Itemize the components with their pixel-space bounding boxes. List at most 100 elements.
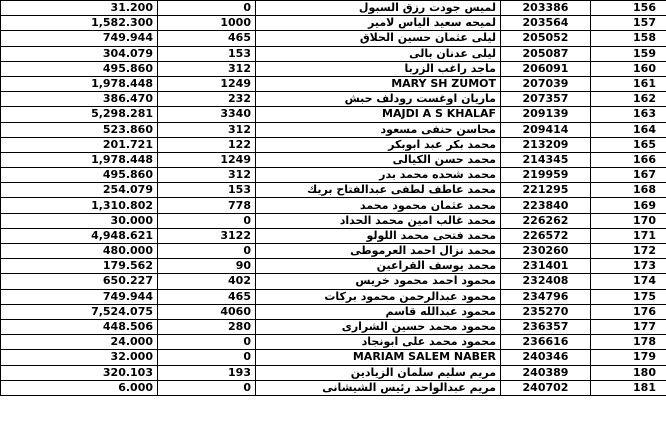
row-number-cell: 159 (590, 45, 666, 62)
table-row: 523.860 312 محاسن حنفى مسعود 209414 164 (0, 121, 666, 138)
row-number-cell: 181 (590, 379, 666, 396)
id-cell: 240702 (500, 379, 591, 396)
quantity-cell: 778 (157, 197, 256, 214)
amount-cell: 448.506 (0, 318, 158, 336)
table-row: 6.000 0 مريم عبدالواحد رئيس الشيشانى 240702… (0, 379, 666, 396)
quantity-cell: 312 (157, 121, 256, 138)
quantity-cell: 3122 (157, 227, 256, 245)
table-row: 201.721 122 محمد بكر عبد ابوبكر 213209 165 (0, 136, 666, 153)
table-row: 179.562 90 محمد يوسف القراعين 231401 173 (0, 258, 666, 275)
row-number-cell: 165 (590, 136, 666, 153)
amount-cell: 495.860 (0, 167, 158, 184)
amount-cell: 480.000 (0, 242, 158, 260)
table-row: 495.860 312 ماجد راغب الزربا 206091 160 (0, 60, 666, 77)
row-number-cell: 177 (590, 318, 666, 336)
name-cell: محمد فتحى محمد اللولو (255, 227, 501, 245)
id-cell: 232408 (500, 273, 591, 290)
id-cell: 223840 (500, 197, 591, 214)
id-cell: 226262 (500, 212, 591, 229)
amount-cell: 6.000 (0, 379, 158, 396)
row-number-cell: 173 (590, 258, 666, 275)
id-cell: 209414 (500, 121, 591, 138)
row-number-cell: 171 (590, 227, 666, 245)
row-number-cell: 167 (590, 167, 666, 184)
quantity-cell: 402 (157, 273, 256, 290)
table-row: 31.200 0 لميس جودت رزق السبول 203386 156 (0, 0, 666, 17)
name-cell: محمد شحده محمد بدر (255, 167, 501, 184)
quantity-cell: 0 (157, 212, 256, 229)
amount-cell: 386.470 (0, 91, 158, 108)
id-cell: 235270 (500, 303, 591, 320)
amount-cell: 5,298.281 (0, 106, 158, 123)
row-number-cell: 157 (590, 15, 666, 32)
quantity-cell: 280 (157, 318, 256, 336)
name-cell: MARY SH ZUMOT (255, 75, 501, 93)
name-cell: ليلى عثمان حسين الحلاق (255, 30, 501, 47)
row-number-cell: 172 (590, 242, 666, 260)
amount-cell: 749.944 (0, 288, 158, 305)
name-cell: محمد يوسف القراعين (255, 258, 501, 275)
amount-cell: 179.562 (0, 258, 158, 275)
quantity-cell: 0 (157, 242, 256, 260)
quantity-cell: 193 (157, 364, 256, 381)
table-row: 495.860 312 محمد شحده محمد بدر 219959 167 (0, 167, 666, 184)
id-cell: 214345 (500, 151, 591, 169)
quantity-cell: 232 (157, 91, 256, 108)
table-row: 24.000 0 محمود محمد على ابونجاد 236616 178 (0, 334, 666, 351)
name-cell: ماجد راغب الزربا (255, 60, 501, 77)
quantity-cell: 465 (157, 30, 256, 47)
id-cell: 226572 (500, 227, 591, 245)
id-cell: 203386 (500, 0, 591, 17)
name-cell: محمد غالب امين محمد الحداد (255, 212, 501, 229)
id-cell: 231401 (500, 258, 591, 275)
amount-cell: 32.000 (0, 349, 158, 366)
quantity-cell: 312 (157, 167, 256, 184)
table-row: 320.103 193 مريم سليم سلمان الزيادين 240389… (0, 364, 666, 381)
table-row: 4,948.621 3122 محمد فتحى محمد اللولو 226572… (0, 227, 666, 245)
id-cell: 203564 (500, 15, 591, 32)
row-number-cell: 156 (590, 0, 666, 17)
table-row: 1,582.300 1000 لميحه سعيد الياس لامير 20356… (0, 15, 666, 32)
row-number-cell: 170 (590, 212, 666, 229)
table-row: 480.000 0 محمد نزال احمد العرموطى 230260 172 (0, 242, 666, 260)
id-cell: 236616 (500, 334, 591, 351)
name-cell: ماريان اوغست رودلف حبش (255, 91, 501, 108)
name-cell: محمود محمد على ابونجاد (255, 334, 501, 351)
quantity-cell: 153 (157, 45, 256, 62)
id-cell: 213209 (500, 136, 591, 153)
quantity-cell: 0 (157, 334, 256, 351)
row-number-cell: 163 (590, 106, 666, 123)
table-row: 30.000 0 محمد غالب امين محمد الحداد 226262 1… (0, 212, 666, 229)
name-cell: ليلى عدنان بالى (255, 45, 501, 62)
id-cell: 207039 (500, 75, 591, 93)
amount-cell: 749.944 (0, 30, 158, 47)
quantity-cell: 0 (157, 0, 256, 17)
row-number-cell: 160 (590, 60, 666, 77)
name-cell: MAJDI A S KHALAF (255, 106, 501, 123)
row-number-cell: 180 (590, 364, 666, 381)
amount-cell: 201.721 (0, 136, 158, 153)
amount-cell: 254.079 (0, 182, 158, 199)
table-row: 650.227 402 محمود احمد محمود خريس 232408 174 (0, 273, 666, 290)
id-cell: 205052 (500, 30, 591, 47)
id-cell: 221295 (500, 182, 591, 199)
id-cell: 207357 (500, 91, 591, 108)
amount-cell: 31.200 (0, 0, 158, 17)
quantity-cell: 1249 (157, 75, 256, 93)
row-number-cell: 175 (590, 288, 666, 305)
amount-cell: 4,948.621 (0, 227, 158, 245)
quantity-cell: 465 (157, 288, 256, 305)
table-row: 1,978.448 1249 محمد حسن الكيالى 214345 166 (0, 151, 666, 169)
quantity-cell: 312 (157, 60, 256, 77)
name-cell: مريم عبدالواحد رئيس الشيشانى (255, 379, 501, 396)
row-number-cell: 166 (590, 151, 666, 169)
table-row: 448.506 280 محمود محمد حسين الشرارى 236357 1… (0, 318, 666, 336)
quantity-cell: 153 (157, 182, 256, 199)
id-cell: 234796 (500, 288, 591, 305)
name-cell: محاسن حنفى مسعود (255, 121, 501, 138)
amount-cell: 650.227 (0, 273, 158, 290)
amount-cell: 24.000 (0, 334, 158, 351)
amount-cell: 1,310.802 (0, 197, 158, 214)
table-row: 1,310.802 778 محمد عثمان محمود محمد 223840 1… (0, 197, 666, 214)
id-cell: 206091 (500, 60, 591, 77)
